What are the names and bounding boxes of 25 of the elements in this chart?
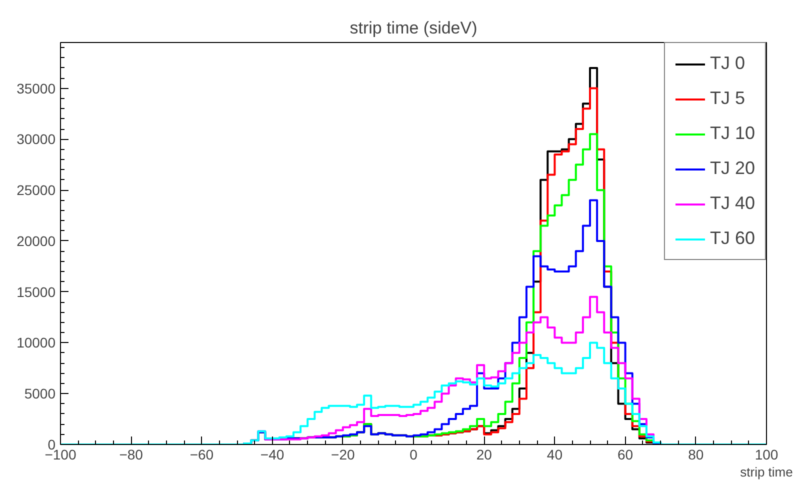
- x-tick-label: 100: [754, 446, 778, 462]
- legend-label: TJ 0: [710, 53, 745, 74]
- legend-label: TJ 60: [710, 228, 755, 249]
- y-tick-label: 25000: [16, 182, 56, 198]
- y-tick-label: 20000: [16, 232, 56, 249]
- x-tick-label: 80: [688, 446, 704, 462]
- x-axis-title: strip time: [740, 464, 793, 480]
- y-tick-label: 35000: [16, 80, 56, 96]
- x-tick-label: −20: [331, 446, 355, 462]
- legend-label: TJ 40: [710, 193, 755, 214]
- chart-title: strip time (sideV): [350, 18, 478, 38]
- x-tick-label: 60: [618, 446, 634, 462]
- y-tick-label: 5000: [24, 386, 56, 402]
- legend-label: TJ 5: [710, 88, 745, 109]
- legend-label: TJ 10: [710, 123, 755, 144]
- x-tick-label: 40: [546, 446, 563, 462]
- y-tick-label: 30000: [16, 131, 56, 148]
- y-tick-label: 10000: [16, 334, 56, 351]
- x-tick-label: −40: [260, 446, 284, 462]
- y-tick-label: 15000: [16, 284, 56, 300]
- x-tick-label: 20: [476, 446, 492, 462]
- legend-label: TJ 20: [710, 158, 755, 179]
- x-tick-label: −80: [119, 446, 144, 462]
- x-tick-label: 0: [410, 446, 418, 462]
- x-tick-label: −60: [190, 446, 214, 462]
